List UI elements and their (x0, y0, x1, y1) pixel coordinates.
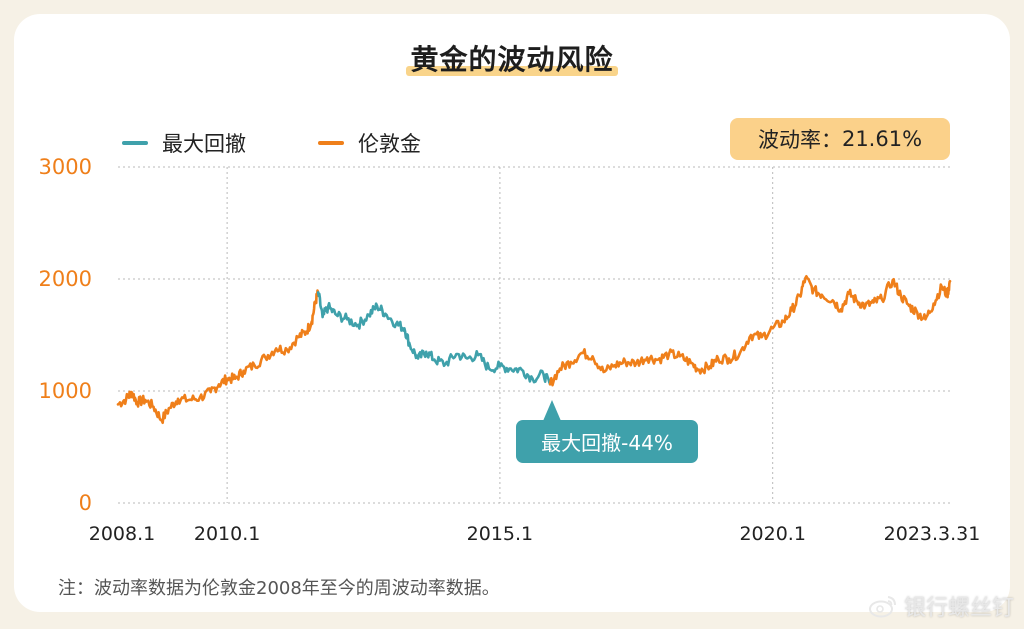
y-tick-label-3: 3000 (39, 155, 92, 179)
x-tick-label-2: 2015.1 (467, 523, 533, 545)
y-tick-label-2: 2000 (39, 267, 92, 291)
volatility-label: 波动率： (757, 128, 842, 152)
series-line-2 (548, 275, 952, 387)
legend: 最大回撤 伦敦金 (122, 128, 493, 158)
x-tick-label-4: 2023.3.31 (884, 523, 981, 545)
x-axis-ticks: 2008.1 2010.1 2015.1 2020.1 2023.3.31 (89, 523, 981, 545)
legend-label-drawdown: 最大回撤 (162, 132, 246, 156)
chart-title: 黄金的波动风险 (406, 38, 618, 78)
series-line-1 (316, 291, 552, 386)
watermark-text: 银行螺丝钉 (903, 596, 1014, 621)
drawdown-callout-arrow (543, 400, 561, 421)
footnote: 注：波动率数据为伦敦金2008年至今的周波动率数据。 (58, 578, 500, 599)
chart-title-text: 黄金的波动风险 (410, 43, 614, 76)
chart-card (14, 14, 1010, 612)
drawdown-callout: 最大回撤-44% (516, 420, 698, 463)
x-tick-label-3: 2020.1 (739, 523, 805, 545)
title-wrap: 黄金的波动风险 (0, 38, 1024, 78)
chart-series (116, 275, 952, 425)
x-tick-label-0: 2008.1 (89, 523, 155, 545)
legend-swatch-gold (318, 141, 344, 145)
chart-grid (118, 166, 950, 504)
x-tick-label-1: 2010.1 (194, 523, 260, 545)
weibo-icon (868, 596, 896, 618)
legend-label-gold: 伦敦金 (358, 132, 421, 156)
legend-swatch-drawdown (122, 141, 148, 145)
legend-item-drawdown: 最大回撤 (122, 128, 246, 158)
y-tick-label-0: 0 (79, 491, 92, 515)
watermark: 银行螺丝钉 (868, 590, 1014, 622)
y-axis-ticks: 0 1000 2000 3000 (39, 155, 92, 515)
volatility-badge: 波动率： 21.61% (730, 118, 950, 160)
series-line-0 (116, 289, 320, 425)
y-tick-label-1: 1000 (39, 379, 92, 403)
legend-item-gold: 伦敦金 (318, 128, 421, 158)
volatility-value: 21.61% (841, 127, 923, 151)
title-highlight (406, 66, 618, 76)
